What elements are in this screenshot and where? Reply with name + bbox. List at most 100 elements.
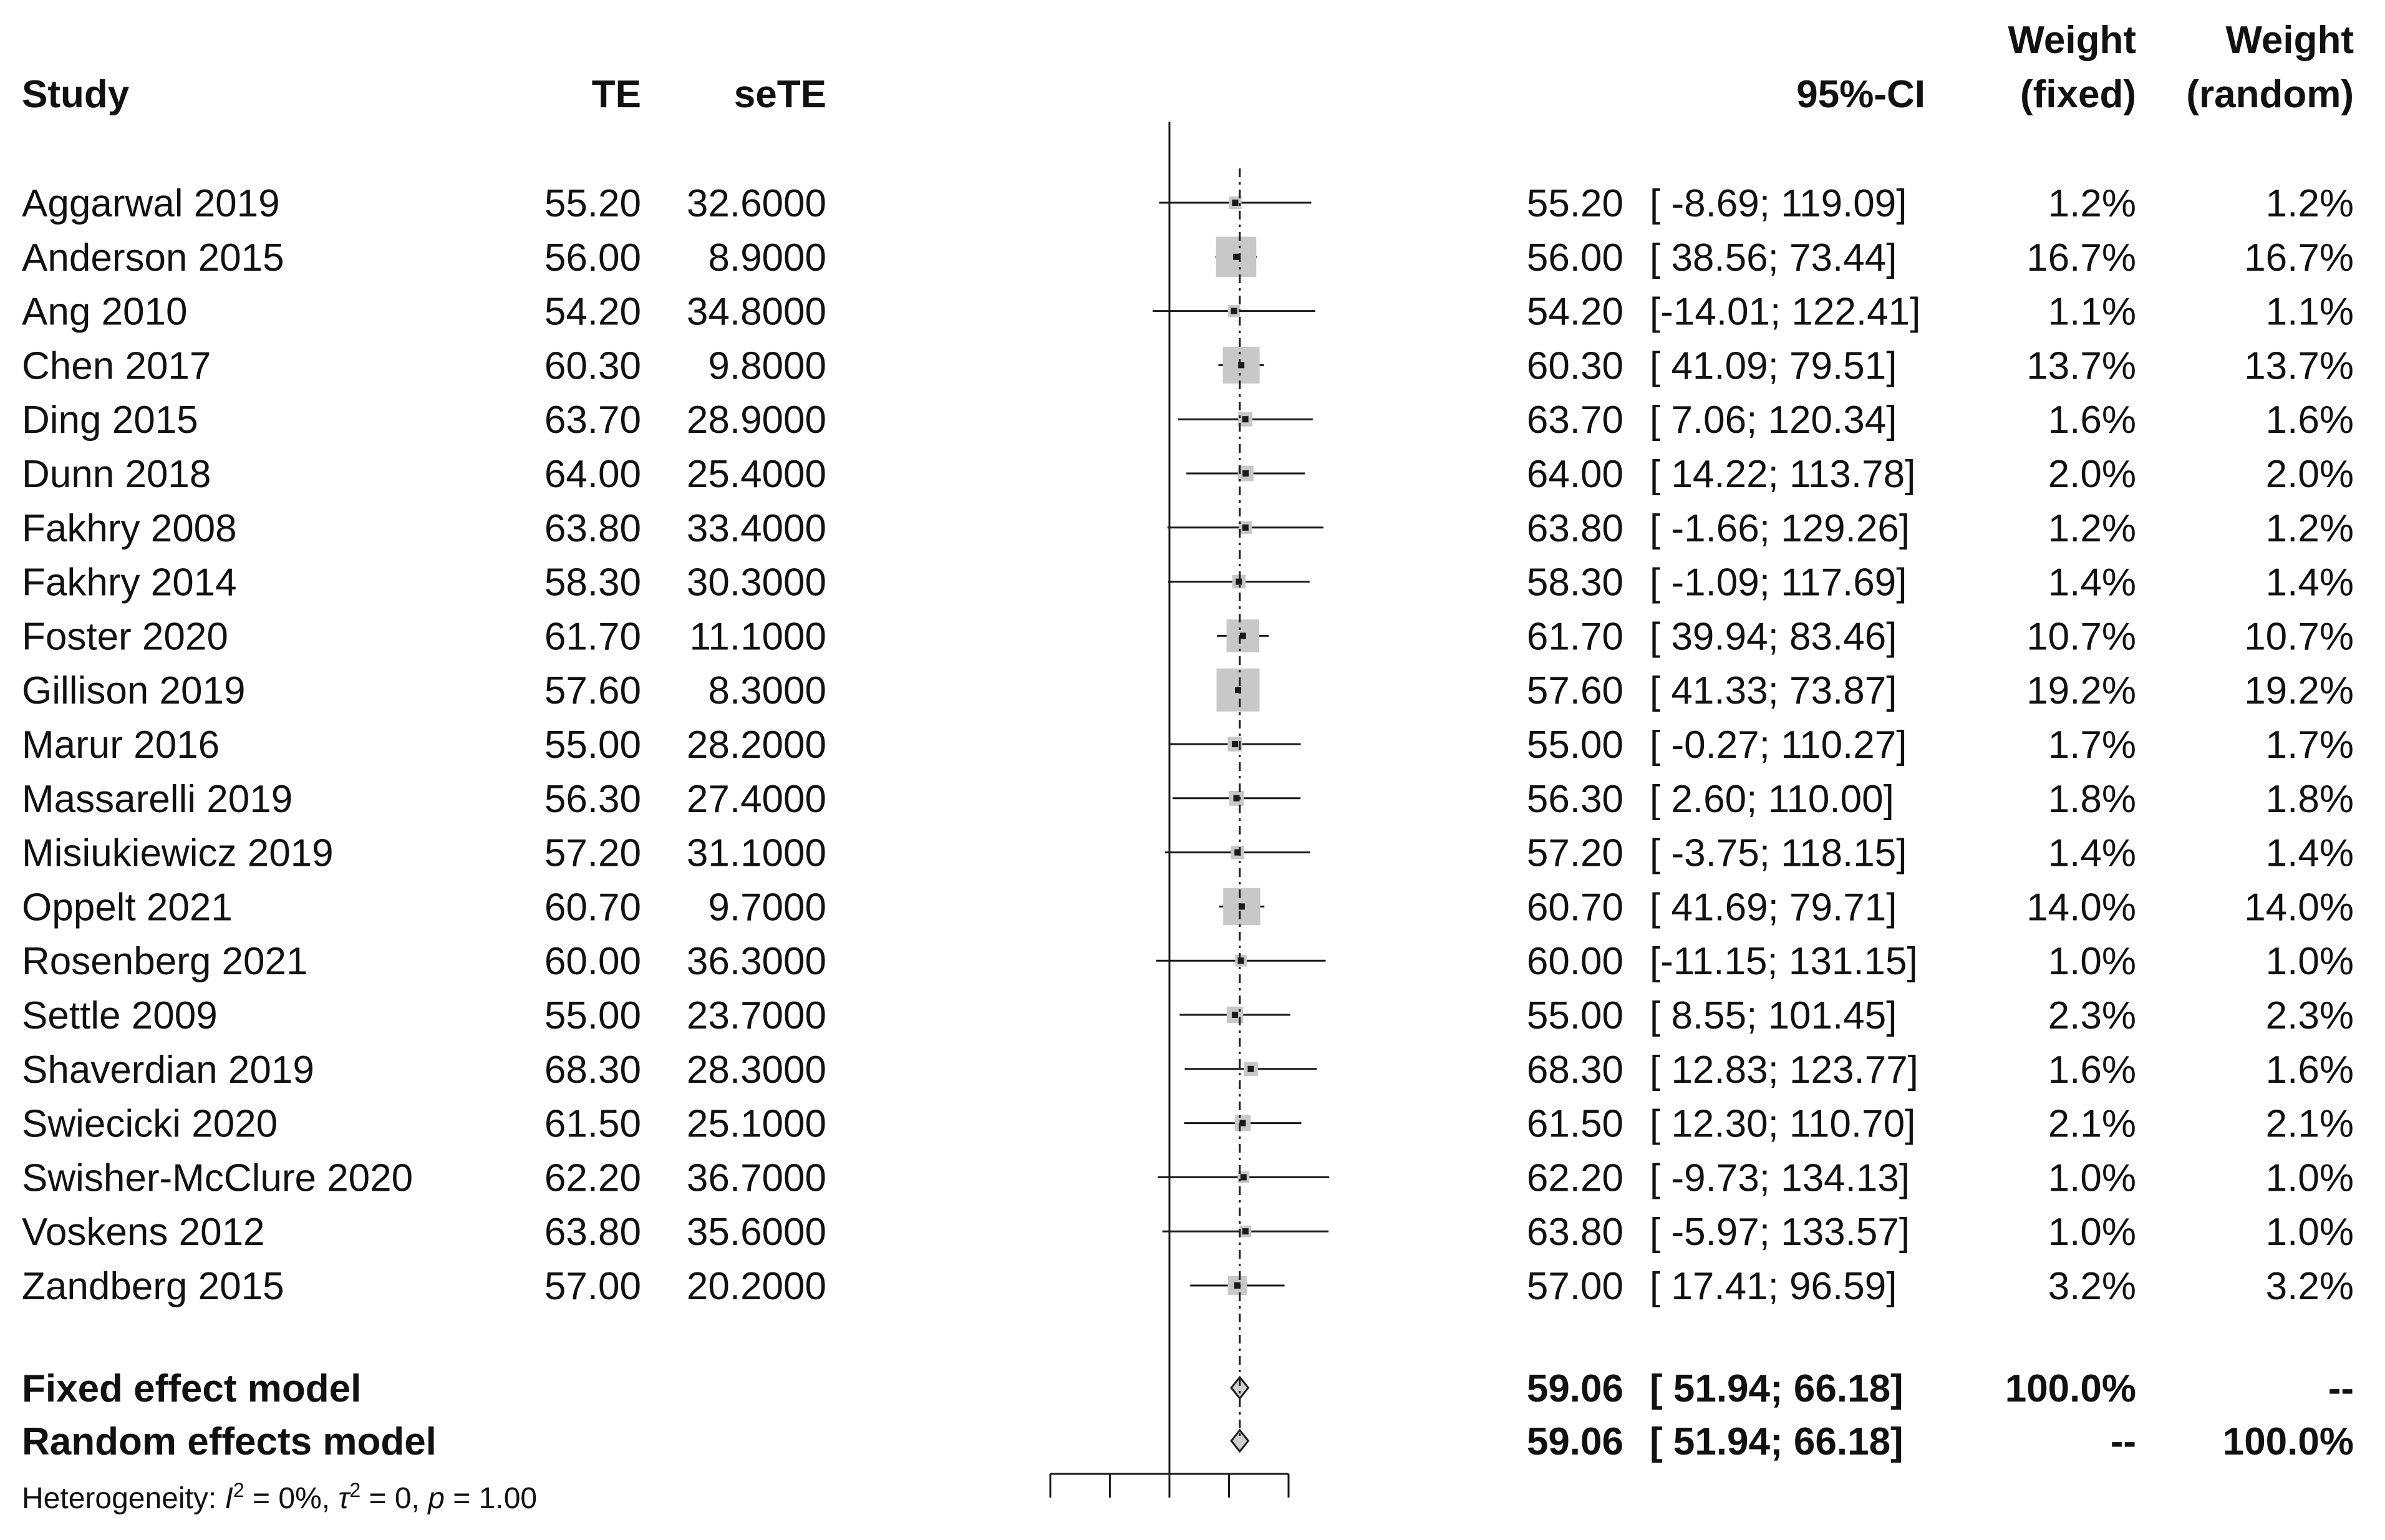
pooled-label: Random effects model [22,1420,437,1463]
study-row: Fakhry 2014 58.30 30.3000 58.30 [ -1.09; 117… [22,561,2354,604]
study-weight-random: 1.2% [2266,182,2354,225]
study-row: Shaverdian 2019 68.30 28.3000 68.30 [ 12.83;… [22,1048,2354,1092]
study-name: Dunn 2018 [22,453,211,496]
study-sete: 30.3000 [687,561,826,604]
study-ci: [ -8.69; 119.09] [1650,182,1907,225]
study-te: 63.70 [544,399,641,442]
study-te: 55.00 [544,724,641,767]
header-sete: seTE [734,73,826,116]
study-te: 61.50 [544,1103,641,1146]
study-ci: [ 2.60; 110.00] [1650,778,1894,821]
point-estimate [1234,849,1241,856]
study-estimate: 60.30 [1527,344,1623,387]
study-sete: 9.7000 [708,886,826,929]
study-estimate: 55.20 [1527,182,1623,225]
het-p-symbol: p [427,1482,445,1515]
study-sete: 20.2000 [687,1265,826,1308]
point-estimate [1242,1228,1249,1235]
study-row: Swiecicki 2020 61.50 25.1000 61.50 [ 12.30; … [22,1103,2354,1146]
study-estimate: 68.30 [1527,1048,1623,1092]
point-estimate [1236,578,1242,585]
study-estimate: 55.00 [1527,994,1623,1037]
point-estimate [1231,308,1237,314]
pooled-label: Fixed effect model [22,1367,361,1410]
study-sete: 32.6000 [687,182,826,225]
het-prefix: Heterogeneity: [22,1482,225,1515]
study-sete: 27.4000 [687,778,826,821]
het-p-value: = 1.00 [445,1482,537,1515]
study-estimate: 60.70 [1527,886,1623,929]
point-estimate [1235,687,1242,694]
header-weight-fixed-1: Weight [2008,19,2137,62]
study-sete: 8.9000 [708,236,826,279]
study-name: Foster 2020 [22,615,228,658]
het-i2-value: = 0%, [244,1482,339,1515]
study-weight-fixed: 1.1% [2048,291,2136,334]
study-row: Fakhry 2008 63.80 33.4000 63.80 [ -1.66; 129… [22,507,2354,550]
study-weight-random: 1.2% [2266,507,2354,550]
random-effects-row: Random effects model 59.06 [ 51.94; 66.18]… [22,1420,2354,1463]
header-weight-random-1: Weight [2226,19,2354,62]
study-ci: [ -5.97; 133.57] [1650,1211,1910,1254]
study-name: Marur 2016 [22,724,220,767]
pooled-estimate: 59.06 [1527,1367,1623,1410]
study-weight-random: 1.4% [2266,832,2354,875]
study-row: Ding 2015 63.70 28.9000 63.70 [ 7.06; 120.34… [22,399,2354,442]
point-estimate [1240,1174,1247,1181]
study-weight-fixed: 3.2% [2048,1265,2136,1308]
study-weight-fixed: 2.3% [2048,994,2136,1037]
study-ci: [-14.01; 122.41] [1650,291,1920,334]
study-row: Settle 2009 55.00 23.7000 55.00 [ 8.55; 101.… [22,994,2354,1037]
study-ci: [ 12.30; 110.70] [1650,1103,1915,1146]
study-sete: 8.3000 [708,669,826,712]
study-te: 54.20 [544,291,641,334]
study-te: 60.70 [544,886,641,929]
study-ci: [ 41.33; 73.87] [1650,669,1897,712]
study-ci: [ 17.41; 96.59] [1650,1265,1897,1308]
study-sete: 36.7000 [687,1156,826,1199]
study-name: Zandberg 2015 [22,1265,284,1308]
study-ci: [ -3.75; 118.15] [1650,832,1907,875]
study-estimate: 63.70 [1527,399,1623,442]
study-row: Dunn 2018 64.00 25.4000 64.00 [ 14.22; 113.7… [22,453,2354,496]
study-weight-random: 19.2% [2244,669,2354,712]
study-weight-fixed: 1.0% [2048,940,2136,983]
study-weight-random: 1.7% [2266,724,2354,767]
study-name: Misiukiewicz 2019 [22,832,334,875]
study-estimate: 54.20 [1527,291,1623,334]
study-name: Ding 2015 [22,399,198,442]
study-weight-fixed: 13.7% [2026,344,2136,387]
study-name: Oppelt 2021 [22,886,233,929]
header-te: TE [592,73,641,116]
study-te: 56.30 [544,778,641,821]
study-te: 61.70 [544,615,641,658]
study-weight-random: 1.8% [2266,778,2354,821]
study-sete: 33.4000 [687,507,826,550]
study-name: Fakhry 2008 [22,507,237,550]
study-name: Swisher-McClure 2020 [22,1156,413,1199]
study-row: Swisher-McClure 2020 62.20 36.7000 62.20 [ -… [22,1156,2354,1199]
study-weight-fixed: 1.0% [2048,1211,2136,1254]
study-weight-fixed: 1.7% [2048,724,2136,767]
pooled-rows: Fixed effect model 59.06 [ 51.94; 66.18] 10… [22,1367,2354,1463]
point-estimate [1232,253,1239,260]
study-te: 56.00 [544,236,641,279]
study-rows: Aggarwal 2019 55.20 32.6000 55.20 [ -8.69; 1… [22,182,2354,1308]
study-estimate: 63.80 [1527,507,1623,550]
study-sete: 28.9000 [687,399,826,442]
study-row: Gillison 2019 57.60 8.3000 57.60 [ 41.33; 73… [22,669,2354,712]
study-weight-random: 1.1% [2266,291,2354,334]
point-estimate [1234,1282,1241,1289]
study-weight-fixed: 16.7% [2026,236,2136,279]
study-weight-fixed: 2.0% [2048,453,2136,496]
study-weight-fixed: 1.8% [2048,778,2136,821]
study-ci: [ 41.09; 79.51] [1650,344,1897,387]
x-axis [1049,122,1290,1498]
study-weight-random: 1.4% [2266,561,2354,604]
study-row: Massarelli 2019 56.30 27.4000 56.30 [ 2.60; … [22,778,2354,821]
study-estimate: 58.30 [1527,561,1623,604]
study-weight-fixed: 2.1% [2048,1103,2136,1146]
study-weight-random: 1.6% [2266,399,2354,442]
study-te: 63.80 [544,1211,641,1254]
